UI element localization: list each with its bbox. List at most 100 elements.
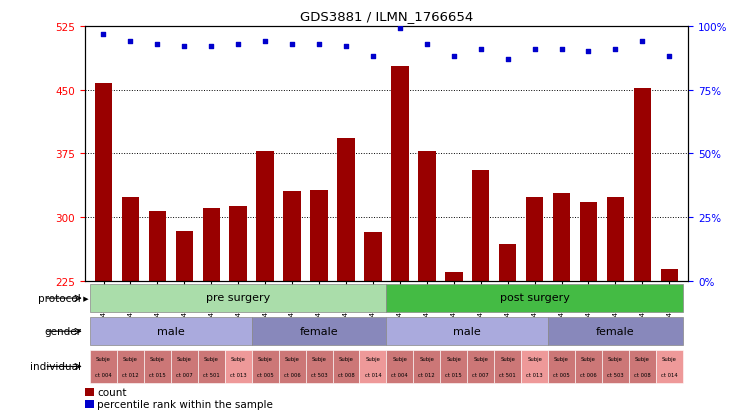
Bar xyxy=(386,350,414,383)
Point xyxy=(448,54,460,61)
Text: Subje: Subje xyxy=(339,356,353,361)
Bar xyxy=(472,171,489,281)
Text: gender: gender xyxy=(44,326,81,337)
Point xyxy=(259,39,271,45)
Bar xyxy=(279,350,305,383)
Bar xyxy=(85,400,93,408)
Bar xyxy=(252,350,279,383)
Bar xyxy=(580,202,597,281)
Text: Subje: Subje xyxy=(420,356,434,361)
Bar xyxy=(224,350,252,383)
Text: percentile rank within the sample: percentile rank within the sample xyxy=(97,399,273,409)
Bar xyxy=(494,350,521,383)
Text: ct 006: ct 006 xyxy=(580,372,597,377)
Bar xyxy=(121,198,139,281)
Text: Subje: Subje xyxy=(662,356,676,361)
Bar xyxy=(90,318,252,345)
Bar xyxy=(305,350,333,383)
Point xyxy=(286,41,298,48)
Bar xyxy=(364,233,382,281)
Text: ct 014: ct 014 xyxy=(661,372,678,377)
Text: Subje: Subje xyxy=(366,356,381,361)
Point xyxy=(583,49,595,55)
Text: ct 015: ct 015 xyxy=(445,372,462,377)
Bar xyxy=(548,350,575,383)
Bar xyxy=(95,83,113,281)
Text: protocol: protocol xyxy=(38,293,81,304)
Point xyxy=(637,39,648,45)
Text: male: male xyxy=(453,326,481,336)
Bar xyxy=(198,350,224,383)
Point xyxy=(205,44,217,50)
Bar xyxy=(230,206,247,281)
Text: female: female xyxy=(300,326,339,336)
Text: Subje: Subje xyxy=(608,356,623,361)
Text: ct 005: ct 005 xyxy=(553,372,570,377)
Bar xyxy=(526,198,543,281)
Point xyxy=(421,41,433,48)
Text: ct 004: ct 004 xyxy=(392,372,408,377)
Text: Subje: Subje xyxy=(311,356,327,361)
Text: ct 007: ct 007 xyxy=(176,372,193,377)
Bar xyxy=(606,198,624,281)
Text: Subje: Subje xyxy=(204,356,219,361)
Bar xyxy=(660,270,678,281)
Text: ct 503: ct 503 xyxy=(607,372,623,377)
Bar xyxy=(337,139,355,281)
Text: ct 007: ct 007 xyxy=(473,372,489,377)
Text: Subje: Subje xyxy=(635,356,650,361)
Bar xyxy=(445,273,462,281)
Text: ct 501: ct 501 xyxy=(499,372,516,377)
Bar xyxy=(656,350,683,383)
Point xyxy=(98,31,110,38)
Text: Subje: Subje xyxy=(500,356,515,361)
Point xyxy=(233,41,244,48)
Text: ct 503: ct 503 xyxy=(311,372,328,377)
Text: ct 008: ct 008 xyxy=(634,372,651,377)
Bar xyxy=(418,151,436,281)
Text: male: male xyxy=(157,326,185,336)
Text: ct 008: ct 008 xyxy=(338,372,354,377)
Point xyxy=(313,41,325,48)
Bar xyxy=(414,350,440,383)
Text: ct 015: ct 015 xyxy=(149,372,166,377)
Bar xyxy=(144,350,171,383)
Bar xyxy=(467,350,494,383)
Text: count: count xyxy=(97,387,127,397)
Bar xyxy=(391,66,408,281)
Bar xyxy=(256,151,274,281)
Text: Subje: Subje xyxy=(285,356,300,361)
Point xyxy=(152,41,163,48)
Bar xyxy=(311,190,328,281)
Text: Subje: Subje xyxy=(527,356,542,361)
Text: post surgery: post surgery xyxy=(500,293,570,303)
Bar xyxy=(85,388,93,396)
Text: ct 004: ct 004 xyxy=(95,372,112,377)
Text: Subje: Subje xyxy=(446,356,461,361)
Bar xyxy=(629,350,656,383)
Text: Subje: Subje xyxy=(473,356,488,361)
Bar xyxy=(90,350,117,383)
Text: Subje: Subje xyxy=(581,356,596,361)
Bar xyxy=(634,89,651,281)
Bar xyxy=(553,194,570,281)
Bar xyxy=(386,285,683,312)
Text: Subje: Subje xyxy=(231,356,246,361)
Text: Subje: Subje xyxy=(177,356,192,361)
Text: Subje: Subje xyxy=(123,356,138,361)
Bar xyxy=(386,318,548,345)
Point xyxy=(556,46,567,53)
Text: Subje: Subje xyxy=(96,356,111,361)
Text: ct 012: ct 012 xyxy=(419,372,435,377)
Bar xyxy=(149,211,166,281)
Text: Subje: Subje xyxy=(392,356,407,361)
Point xyxy=(340,44,352,50)
Point xyxy=(609,46,621,53)
Bar xyxy=(499,244,517,281)
Text: Subje: Subje xyxy=(258,356,272,361)
Text: ▶: ▶ xyxy=(81,295,88,301)
Bar xyxy=(171,350,198,383)
Text: pre surgery: pre surgery xyxy=(206,293,270,303)
Bar xyxy=(252,318,386,345)
Text: individual: individual xyxy=(30,361,81,372)
